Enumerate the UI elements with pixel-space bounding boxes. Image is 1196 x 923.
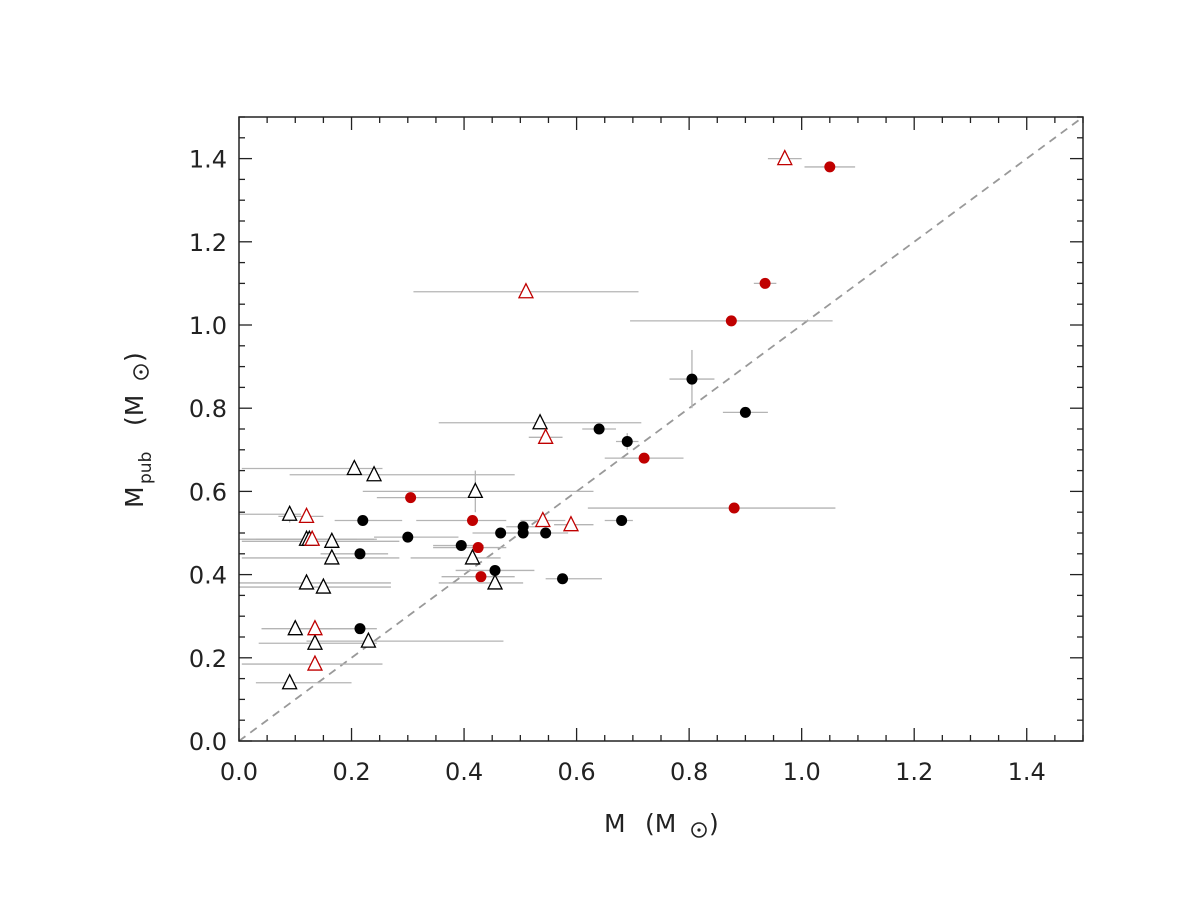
y-tick-label: 1.0: [189, 312, 227, 340]
x-tick-label: 0.2: [332, 758, 370, 786]
black-circle-point: [357, 515, 369, 527]
y-tick-label: 1.2: [189, 229, 227, 257]
y-axis-label: M pub (M ): [120, 352, 156, 508]
y-tick-label: 0.2: [189, 645, 227, 673]
tick-labels: 0.0 0.2 0.4 0.6 0.8 1.0 1.2 1.4 0.0 0.2 0.4 0.6 0.8 1…: [189, 146, 1046, 786]
black-circle-point: [593, 423, 605, 435]
black-circle-point: [354, 623, 366, 635]
y-tick-label: 1.4: [189, 146, 227, 174]
black-circle-point: [557, 573, 569, 585]
x-axis-label-main: M: [604, 809, 626, 838]
red-circle-point: [472, 542, 484, 554]
black-circle-point: [739, 406, 751, 418]
black-triangle-point: [531, 413, 549, 430]
red-triangle-point: [537, 427, 554, 444]
red-circle-point: [759, 277, 771, 289]
y-axis-label-unit-close: ): [120, 352, 149, 362]
axis-ticks: [238, 116, 1084, 742]
red-circle-point: [405, 492, 417, 504]
x-axis-label: M (M ): [604, 809, 719, 838]
red-circle-point: [725, 315, 737, 327]
red-circle-point: [638, 452, 650, 464]
x-tick-label: 1.2: [895, 758, 933, 786]
red-triangle-point: [776, 149, 793, 166]
black-circle-point: [455, 539, 467, 551]
y-axis-label-unit-open: (M: [120, 395, 149, 426]
y-tick-label: 0.0: [189, 728, 227, 756]
black-triangle-point: [287, 619, 304, 636]
black-triangle-point: [360, 631, 377, 648]
black-triangle-point: [306, 633, 324, 650]
x-tick-label: 1.4: [1008, 758, 1046, 786]
black-circle-point: [489, 564, 501, 576]
error-bars: [239, 157, 856, 684]
red-circle-point: [467, 515, 479, 527]
black-triangle-point: [486, 573, 504, 590]
red-triangle-point: [304, 529, 321, 546]
red-circle-point: [824, 161, 836, 173]
black-circle-point: [402, 531, 414, 543]
x-axis-label-unit-open: (M: [645, 809, 676, 838]
y-tick-label: 0.6: [189, 478, 227, 506]
black-circle-point: [621, 435, 633, 447]
black-triangle-point: [281, 673, 298, 690]
black-circle-point: [616, 515, 628, 527]
x-tick-label: 0.8: [670, 758, 708, 786]
red-circle-point: [475, 571, 487, 583]
x-axis-label-unit-close: ): [709, 809, 719, 838]
black-circle-point: [540, 527, 552, 539]
x-tick-label: 0.4: [445, 758, 483, 786]
black-circle-point: [495, 527, 507, 539]
sun-symbol-icon: [133, 364, 149, 380]
red-triangle-point: [306, 654, 324, 671]
one-to-one-reference-line: [238, 116, 1084, 742]
black-triangle-point: [315, 577, 332, 594]
y-axis-label-main: M: [120, 486, 149, 508]
x-tick-label: 0.6: [558, 758, 596, 786]
black-triangle-point: [467, 481, 484, 499]
y-tick-label: 0.8: [189, 395, 227, 423]
red-triangle-point: [562, 515, 580, 532]
x-tick-label: 0.0: [220, 758, 258, 786]
red-circle-point: [728, 502, 740, 514]
data-markers: [281, 149, 836, 690]
red-triangle-point: [298, 506, 315, 524]
black-circle-point: [686, 373, 698, 385]
red-triangle-point: [517, 282, 535, 299]
black-circle-point: [354, 548, 366, 560]
y-tick-label: 0.4: [189, 562, 227, 590]
black-triangle-point: [281, 504, 298, 521]
black-triangle-point: [323, 548, 340, 565]
red-triangle-point: [534, 511, 551, 528]
black-triangle-point: [323, 531, 340, 548]
red-triangle-point: [306, 619, 324, 636]
black-triangle-point: [298, 573, 315, 590]
black-circle-point: [517, 521, 529, 533]
y-axis-label-sub: pub: [136, 452, 156, 484]
black-triangle-point: [346, 459, 363, 476]
sun-symbol-icon: [691, 822, 707, 838]
black-triangle-point: [365, 465, 383, 482]
black-triangle-point: [464, 548, 481, 565]
x-tick-label: 1.0: [783, 758, 821, 786]
